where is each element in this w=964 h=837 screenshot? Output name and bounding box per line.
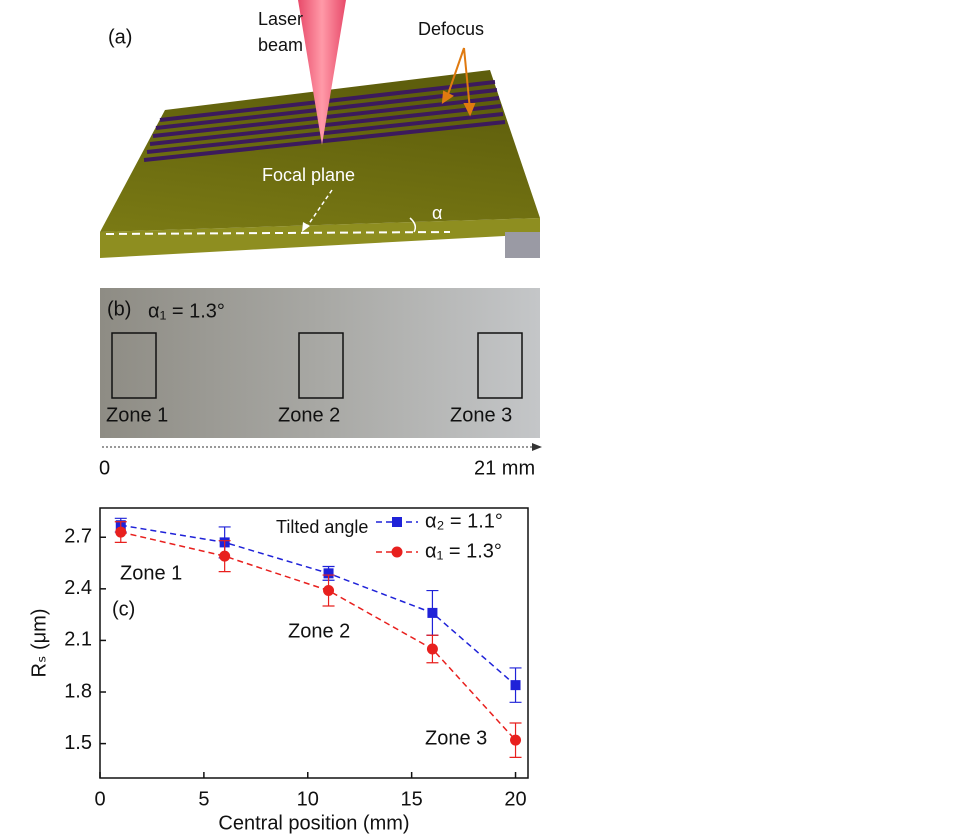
zone-box	[477, 332, 523, 399]
shape	[146, 112, 504, 154]
defocus-arrows	[441, 47, 476, 117]
panel-a: (a) Laser beam Defocus Focal plane α	[100, 0, 540, 258]
y-tick-label: 2.4	[64, 577, 92, 599]
point	[510, 680, 521, 691]
plate-top	[100, 70, 540, 232]
point	[115, 526, 127, 538]
point	[323, 585, 335, 597]
label: Zone 1	[106, 404, 168, 426]
shape	[441, 90, 454, 105]
point	[219, 550, 231, 562]
label: 21 mm	[474, 457, 535, 479]
zone-box	[111, 332, 157, 399]
scale-arrow	[532, 443, 542, 451]
fit-line	[120, 531, 517, 741]
chart: 0 5 10 15 20 1.5 1.8 2.1 2.4 2.7 Central position …	[28, 507, 529, 834]
sample-photo	[100, 288, 540, 438]
y-tick-label: 2.1	[64, 629, 92, 651]
shape	[149, 104, 502, 146]
plate-front	[100, 218, 540, 258]
label: α₁ = 1.3°	[148, 300, 225, 322]
panel-label: (c)	[112, 598, 135, 620]
legend-label: α₁ = 1.3°	[425, 540, 502, 562]
y-tick-label: 1.8	[64, 680, 92, 702]
label: (b)	[107, 298, 131, 320]
focal-arrow	[305, 189, 333, 229]
y-tick-label: 1.5	[64, 732, 92, 754]
laser-cone	[298, 0, 346, 145]
zone-box	[298, 332, 344, 399]
point	[427, 607, 438, 618]
annotation: Zone 1	[120, 562, 182, 584]
legend-marker	[392, 517, 402, 527]
label: Zone 3	[450, 404, 512, 426]
x-tick-label: 15	[401, 788, 423, 810]
label: Laser	[258, 9, 303, 29]
label: Zone 2	[278, 404, 340, 426]
y-tick-label: 2.7	[64, 526, 92, 548]
shape	[463, 103, 476, 117]
point	[510, 734, 522, 746]
plot-frame	[99, 507, 529, 779]
support	[505, 232, 540, 258]
label: beam	[258, 35, 303, 55]
shape	[445, 47, 465, 101]
label: α	[432, 203, 442, 223]
legend-marker	[391, 546, 403, 558]
point	[323, 568, 334, 579]
x-axis-label: Central position (mm)	[218, 812, 409, 834]
shape	[143, 120, 506, 162]
label: Defocus	[418, 19, 484, 39]
point	[426, 643, 438, 655]
focal-arrowhead	[302, 222, 310, 232]
angle-arc	[409, 217, 417, 233]
y-axis-label: Rₛ (μm)	[28, 609, 50, 678]
shape	[463, 47, 471, 111]
legend-label: α₂ = 1.1°	[425, 510, 503, 532]
annotation: Zone 2	[288, 620, 350, 642]
label: (a)	[108, 26, 132, 48]
legend-title: Tilted angle	[276, 517, 368, 537]
x-tick-label: 20	[504, 788, 526, 810]
annotation: Zone 3	[425, 727, 487, 749]
label: 0	[99, 457, 110, 479]
x-tick-label: 0	[94, 788, 105, 810]
x-tick-label: 10	[297, 788, 319, 810]
x-tick-label: 5	[198, 788, 209, 810]
label: Focal plane	[262, 165, 355, 185]
focal-line	[105, 231, 451, 235]
panel-b: (b) α₁ = 1.3° Zone 1 Zone 2 Zone 3 0 21 …	[99, 288, 542, 479]
